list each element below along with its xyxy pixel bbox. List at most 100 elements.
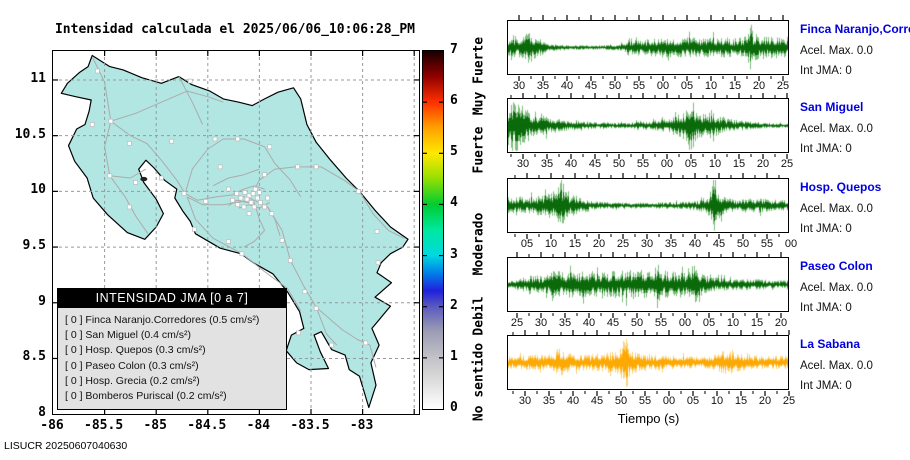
legend-item: [ 0 ] Paseo Colon (0.3 cm/s²) bbox=[65, 359, 199, 372]
accel-max-label: Acel. Max. 0.0 bbox=[800, 45, 873, 57]
seismogram-tick-label: 25 bbox=[780, 158, 794, 170]
time-axis-label: Tiempo (s) bbox=[617, 411, 680, 426]
int-jma-label: Int JMA: 0 bbox=[800, 223, 852, 235]
seismogram-trace-1 bbox=[508, 21, 788, 74]
int-jma-label: Int JMA: 0 bbox=[800, 380, 852, 392]
seismogram-tick-label: 25 bbox=[776, 80, 790, 92]
seismogram-trace-2 bbox=[508, 99, 788, 152]
seismogram-panel bbox=[507, 257, 789, 312]
legend-items: [ 0 ] Finca Naranjo.Corredores (0.5 cm/s… bbox=[58, 313, 286, 404]
legend-item: [ 0 ] Bomberos Puriscal (0.2 cm/s²) bbox=[65, 389, 227, 402]
lat-axis-label: 11 bbox=[30, 70, 46, 86]
seismogram-tick-label: 30 bbox=[534, 317, 548, 329]
lat-axis-label: 10 bbox=[30, 182, 46, 198]
seismogram-tick-label: 25 bbox=[782, 395, 796, 407]
seismogram-tick-label: 35 bbox=[540, 158, 554, 170]
seismogram-tick-label: 25 bbox=[616, 238, 630, 250]
footer-timestamp: LISUCR 20250607040630 bbox=[4, 440, 128, 452]
seismogram-trace-5 bbox=[508, 336, 788, 389]
legend-title: INTENSIDAD JMA [0 a 7] bbox=[58, 289, 286, 308]
accel-max-label: Acel. Max. 0.0 bbox=[800, 282, 873, 294]
map-title: Intensidad calculada el 2025/06/06_10:06… bbox=[54, 22, 416, 37]
station-name: San Miguel bbox=[800, 100, 864, 114]
lat-axis-label: 9 bbox=[38, 293, 46, 309]
seismogram-tick-label: 00 bbox=[678, 317, 692, 329]
seismogram-tick-label: 55 bbox=[638, 395, 652, 407]
colorbar-category-label: Moderado bbox=[471, 213, 487, 276]
colorbar-tick-label: 4 bbox=[450, 195, 458, 211]
legend-item: [ 0 ] Hosp. Quepos (0.3 cm/s²) bbox=[65, 344, 206, 357]
seismogram-tick-label: 50 bbox=[612, 158, 626, 170]
seismogram-tick-label: 50 bbox=[614, 395, 628, 407]
seismogram-tick-label: 05 bbox=[520, 238, 534, 250]
lon-axis-label: -86 bbox=[40, 418, 64, 433]
seismogram-tick-label: 10 bbox=[704, 80, 718, 92]
legend-item: [ 0 ] Finca Naranjo.Corredores (0.5 cm/s… bbox=[65, 314, 260, 326]
intensity-legend-box: INTENSIDAD JMA [0 a 7] [ 0 ] Finca Naran… bbox=[57, 288, 287, 411]
seismogram-tick-label: 55 bbox=[636, 158, 650, 170]
seismogram-tick-label: 15 bbox=[568, 238, 582, 250]
colorbar-category-label: No sentido bbox=[471, 343, 487, 422]
seismogram-tick-label: 45 bbox=[712, 238, 726, 250]
seismogram-tick-label: 00 bbox=[784, 238, 798, 250]
seismogram-tick-label: 10 bbox=[544, 238, 558, 250]
seismogram-tick-label: 15 bbox=[734, 395, 748, 407]
lon-axis-label: -83 bbox=[349, 418, 374, 433]
seismogram-tick-label: 40 bbox=[688, 238, 702, 250]
seismogram-panel bbox=[507, 98, 789, 153]
gulf-island bbox=[140, 176, 148, 182]
seismogram-tick-label: 35 bbox=[558, 317, 572, 329]
int-jma-label: Int JMA: 0 bbox=[800, 302, 852, 314]
seismogram-tick-label: 50 bbox=[736, 238, 750, 250]
station-markers bbox=[89, 68, 381, 348]
seismogram-tick-label: 40 bbox=[582, 317, 596, 329]
colorbar-tick-label: 6 bbox=[450, 93, 458, 109]
colorbar-tick-label: 7 bbox=[450, 42, 458, 58]
seismogram-tick-label: 15 bbox=[750, 317, 764, 329]
seismogram-tick-label: 05 bbox=[686, 395, 700, 407]
seismogram-tick-label: 35 bbox=[664, 238, 678, 250]
seismogram-tick-label: 55 bbox=[632, 80, 646, 92]
seismogram-tick-label: 20 bbox=[758, 395, 772, 407]
colorbar-ticks bbox=[423, 101, 443, 359]
lon-axis-label: -85.5 bbox=[84, 418, 124, 433]
colorbar-tick-label: 3 bbox=[450, 246, 458, 262]
colorbar-tick-label: 2 bbox=[450, 297, 458, 313]
lon-axis-label: -85 bbox=[143, 418, 167, 433]
seismogram-tick-label: 20 bbox=[592, 238, 606, 250]
lat-axis-label: 10.5 bbox=[14, 126, 46, 142]
colorbar-category-label: Muy Fuerte bbox=[471, 36, 487, 115]
station-name: Paseo Colon bbox=[800, 259, 873, 273]
station-name: Finca Naranjo,Corredor bbox=[800, 22, 910, 36]
seismogram-tick-label: 00 bbox=[662, 395, 676, 407]
lat-axis-label: 8.5 bbox=[22, 349, 46, 365]
seismogram-tick-label: 35 bbox=[536, 80, 550, 92]
lon-axis-label: -84.5 bbox=[187, 418, 227, 433]
colorbar-category-label: Debil bbox=[471, 296, 487, 336]
colorbar-tick-label: 0 bbox=[450, 400, 458, 415]
seismogram-tick-label: 40 bbox=[560, 80, 574, 92]
seismogram-trace-4 bbox=[508, 258, 788, 311]
seismogram-tick-label: 15 bbox=[728, 80, 742, 92]
legend-item: [ 0 ] San Miguel (0.4 cm/s²) bbox=[65, 329, 192, 342]
station-name: Hosp. Quepos bbox=[800, 180, 882, 194]
seismogram-tick-label: 10 bbox=[726, 317, 740, 329]
lat-axis-label: 9.5 bbox=[22, 238, 46, 254]
seismogram-tick-label: 45 bbox=[588, 158, 602, 170]
seismogram-tick-label: 20 bbox=[752, 80, 766, 92]
legend-body-pad2 bbox=[58, 404, 286, 409]
seismogram-tick-label: 45 bbox=[606, 317, 620, 329]
seismogram-tick-label: 50 bbox=[608, 80, 622, 92]
seismogram-tick-label: 45 bbox=[584, 80, 598, 92]
accel-max-label: Acel. Max. 0.0 bbox=[800, 203, 873, 215]
seismogram-tick-label: 30 bbox=[518, 395, 532, 407]
seismogram-tick-label: 40 bbox=[564, 158, 578, 170]
accel-max-label: Acel. Max. 0.0 bbox=[800, 360, 873, 372]
colorbar-category-label: Fuerte bbox=[471, 126, 487, 174]
seismogram-tick-label: 25 bbox=[510, 317, 524, 329]
seismogram-tick-label: 35 bbox=[542, 395, 556, 407]
seismogram-tick-label: 30 bbox=[640, 238, 654, 250]
intensity-colorbar bbox=[422, 50, 444, 410]
seismogram-tick-label: 15 bbox=[732, 158, 746, 170]
